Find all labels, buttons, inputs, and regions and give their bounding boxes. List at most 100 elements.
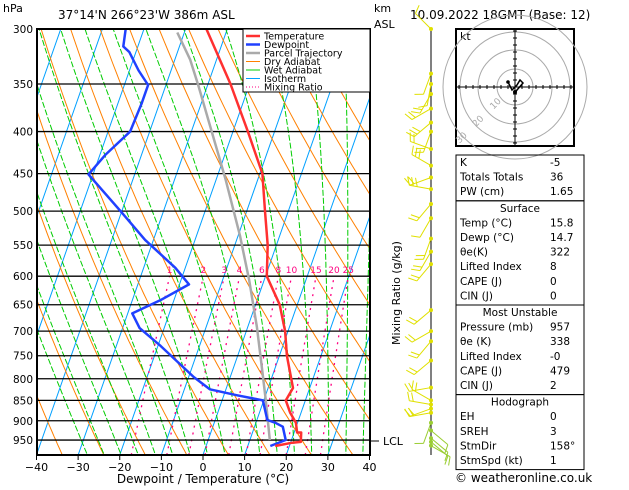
wind-barb-flag — [411, 352, 419, 355]
mixing-ratio-axis-label: Mixing Ratio (g/kg) — [390, 241, 403, 345]
temperature-tick-label: 40 — [363, 461, 377, 474]
wind-level-dot — [429, 237, 433, 241]
pressure-tick-label: 650 — [13, 300, 33, 312]
legend-label: Mixing Ratio — [264, 83, 323, 94]
mixing-ratio-line — [185, 276, 224, 476]
wind-barb-flag — [409, 368, 417, 372]
wind-level-dot — [429, 27, 433, 31]
location-title: 37°14'N 266°23'W 386m ASL — [58, 8, 235, 22]
wind-level-dot — [429, 107, 433, 111]
wind-barb-staff — [410, 178, 431, 186]
dry-adiabat-line — [0, 17, 72, 476]
asl-label: ASL — [374, 18, 396, 31]
wind-barbs — [404, 5, 450, 465]
table-row-value: -5 — [550, 157, 560, 169]
table-section-title: Most Unstable — [483, 307, 558, 319]
wind-level-dot — [429, 187, 433, 191]
table-row-value: 2 — [550, 380, 557, 392]
wind-barb-staff — [412, 331, 431, 342]
wind-barb-staff — [420, 218, 431, 237]
table-section-title: Surface — [500, 203, 540, 215]
dry-adiabat-line — [622, 17, 629, 476]
wind-barb-flag — [411, 269, 420, 270]
table-row-value: 8 — [550, 261, 557, 273]
table-row-value: 0 — [550, 290, 557, 302]
pressure-tick-label: 350 — [13, 79, 33, 91]
table-row-value: 3 — [550, 426, 557, 438]
wind-level-dot — [429, 386, 433, 390]
copyright: © weatheronline.co.uk — [455, 471, 592, 485]
mixing-ratio-label-3: 3 — [221, 266, 227, 276]
table-row-value: 322 — [550, 247, 570, 259]
wind-barb-staff — [412, 389, 431, 400]
wind-level-dot — [429, 421, 433, 425]
temperature-tick-label: 30 — [321, 461, 335, 474]
wind-barb-flag — [408, 112, 415, 118]
table-row-value: 1 — [550, 455, 557, 467]
wind-level-dot — [429, 407, 433, 411]
mixing-ratio-label-1: 1 — [167, 266, 173, 276]
table-row-value: 1.65 — [550, 186, 573, 198]
wind-level-dot — [429, 411, 433, 415]
table-row-value: 0 — [550, 411, 557, 423]
wind-barb-staff — [412, 155, 431, 166]
wind-barb-flag — [405, 409, 410, 417]
wind-barb-flag — [405, 114, 412, 120]
wind-level-dot — [429, 444, 433, 448]
mixing-ratio-line — [201, 276, 239, 476]
mixing-ratio-line — [163, 276, 204, 476]
wind-barb-staff — [414, 360, 431, 374]
wind-level-dot — [429, 130, 433, 134]
wind-barb-staff — [409, 401, 431, 405]
wind-barb-flag — [406, 370, 414, 374]
pressure-tick-label: 850 — [13, 395, 33, 407]
table-row-label: StmSpd (kt) — [460, 455, 523, 467]
wind-level-dot — [429, 339, 433, 343]
mixing-ratio-label-15: 15 — [310, 266, 321, 276]
mixing-ratio-label-2: 2 — [200, 266, 206, 276]
wind-barb-flag — [419, 150, 420, 159]
pressure-tick-label: 550 — [13, 240, 33, 252]
hodograph-point — [513, 90, 517, 94]
wind-barb-staff — [414, 310, 431, 324]
wind-level-dot — [429, 329, 433, 333]
wind-level-dot — [429, 250, 433, 254]
pressure-tick-label: 800 — [13, 374, 33, 386]
wind-barb-staff — [417, 204, 431, 221]
km-label: km — [374, 2, 391, 15]
wind-barb-flag — [408, 392, 410, 401]
mixing-ratio-label-25: 25 — [343, 266, 354, 276]
pressure-axis: 3003504004505005506006507007508008509009… — [13, 24, 33, 447]
wind-level-dot — [429, 403, 433, 407]
table-row-value: 158° — [550, 440, 575, 452]
temperature-tick-label: −30 — [67, 461, 90, 474]
wind-level-dot — [429, 72, 433, 76]
pressure-tick-label: 900 — [13, 416, 33, 428]
wet-adiabat-line — [81, 17, 229, 476]
table-row-value: 957 — [550, 322, 570, 334]
wind-barb-flag — [411, 112, 420, 113]
table-row-label: Lifted Index — [460, 261, 522, 273]
wind-level-dot — [429, 82, 433, 86]
table-row-label: PW (cm) — [460, 186, 504, 198]
wind-level-dot — [429, 358, 433, 362]
table-row-value: 479 — [550, 365, 570, 377]
wind-barb-flag — [411, 236, 420, 237]
wind-level-dot — [429, 92, 433, 96]
table-row-value: 36 — [550, 172, 564, 184]
wind-barb-flag — [408, 355, 416, 358]
table-row-label: θe (K) — [460, 336, 491, 348]
wind-barb-flag — [405, 336, 412, 342]
wind-level-dot — [429, 164, 433, 168]
mixing-ratio-label-20: 20 — [328, 266, 340, 276]
wind-barb-flag — [408, 334, 415, 340]
table-row-label: SREH — [460, 426, 489, 438]
table-row-label: StmDir — [460, 440, 497, 452]
table-row-label: K — [460, 157, 468, 169]
mixing-ratio-line — [317, 276, 348, 476]
pressure-tick-label: 500 — [13, 206, 33, 218]
wind-level-dot — [429, 429, 433, 433]
table-row-value: 338 — [550, 336, 570, 348]
